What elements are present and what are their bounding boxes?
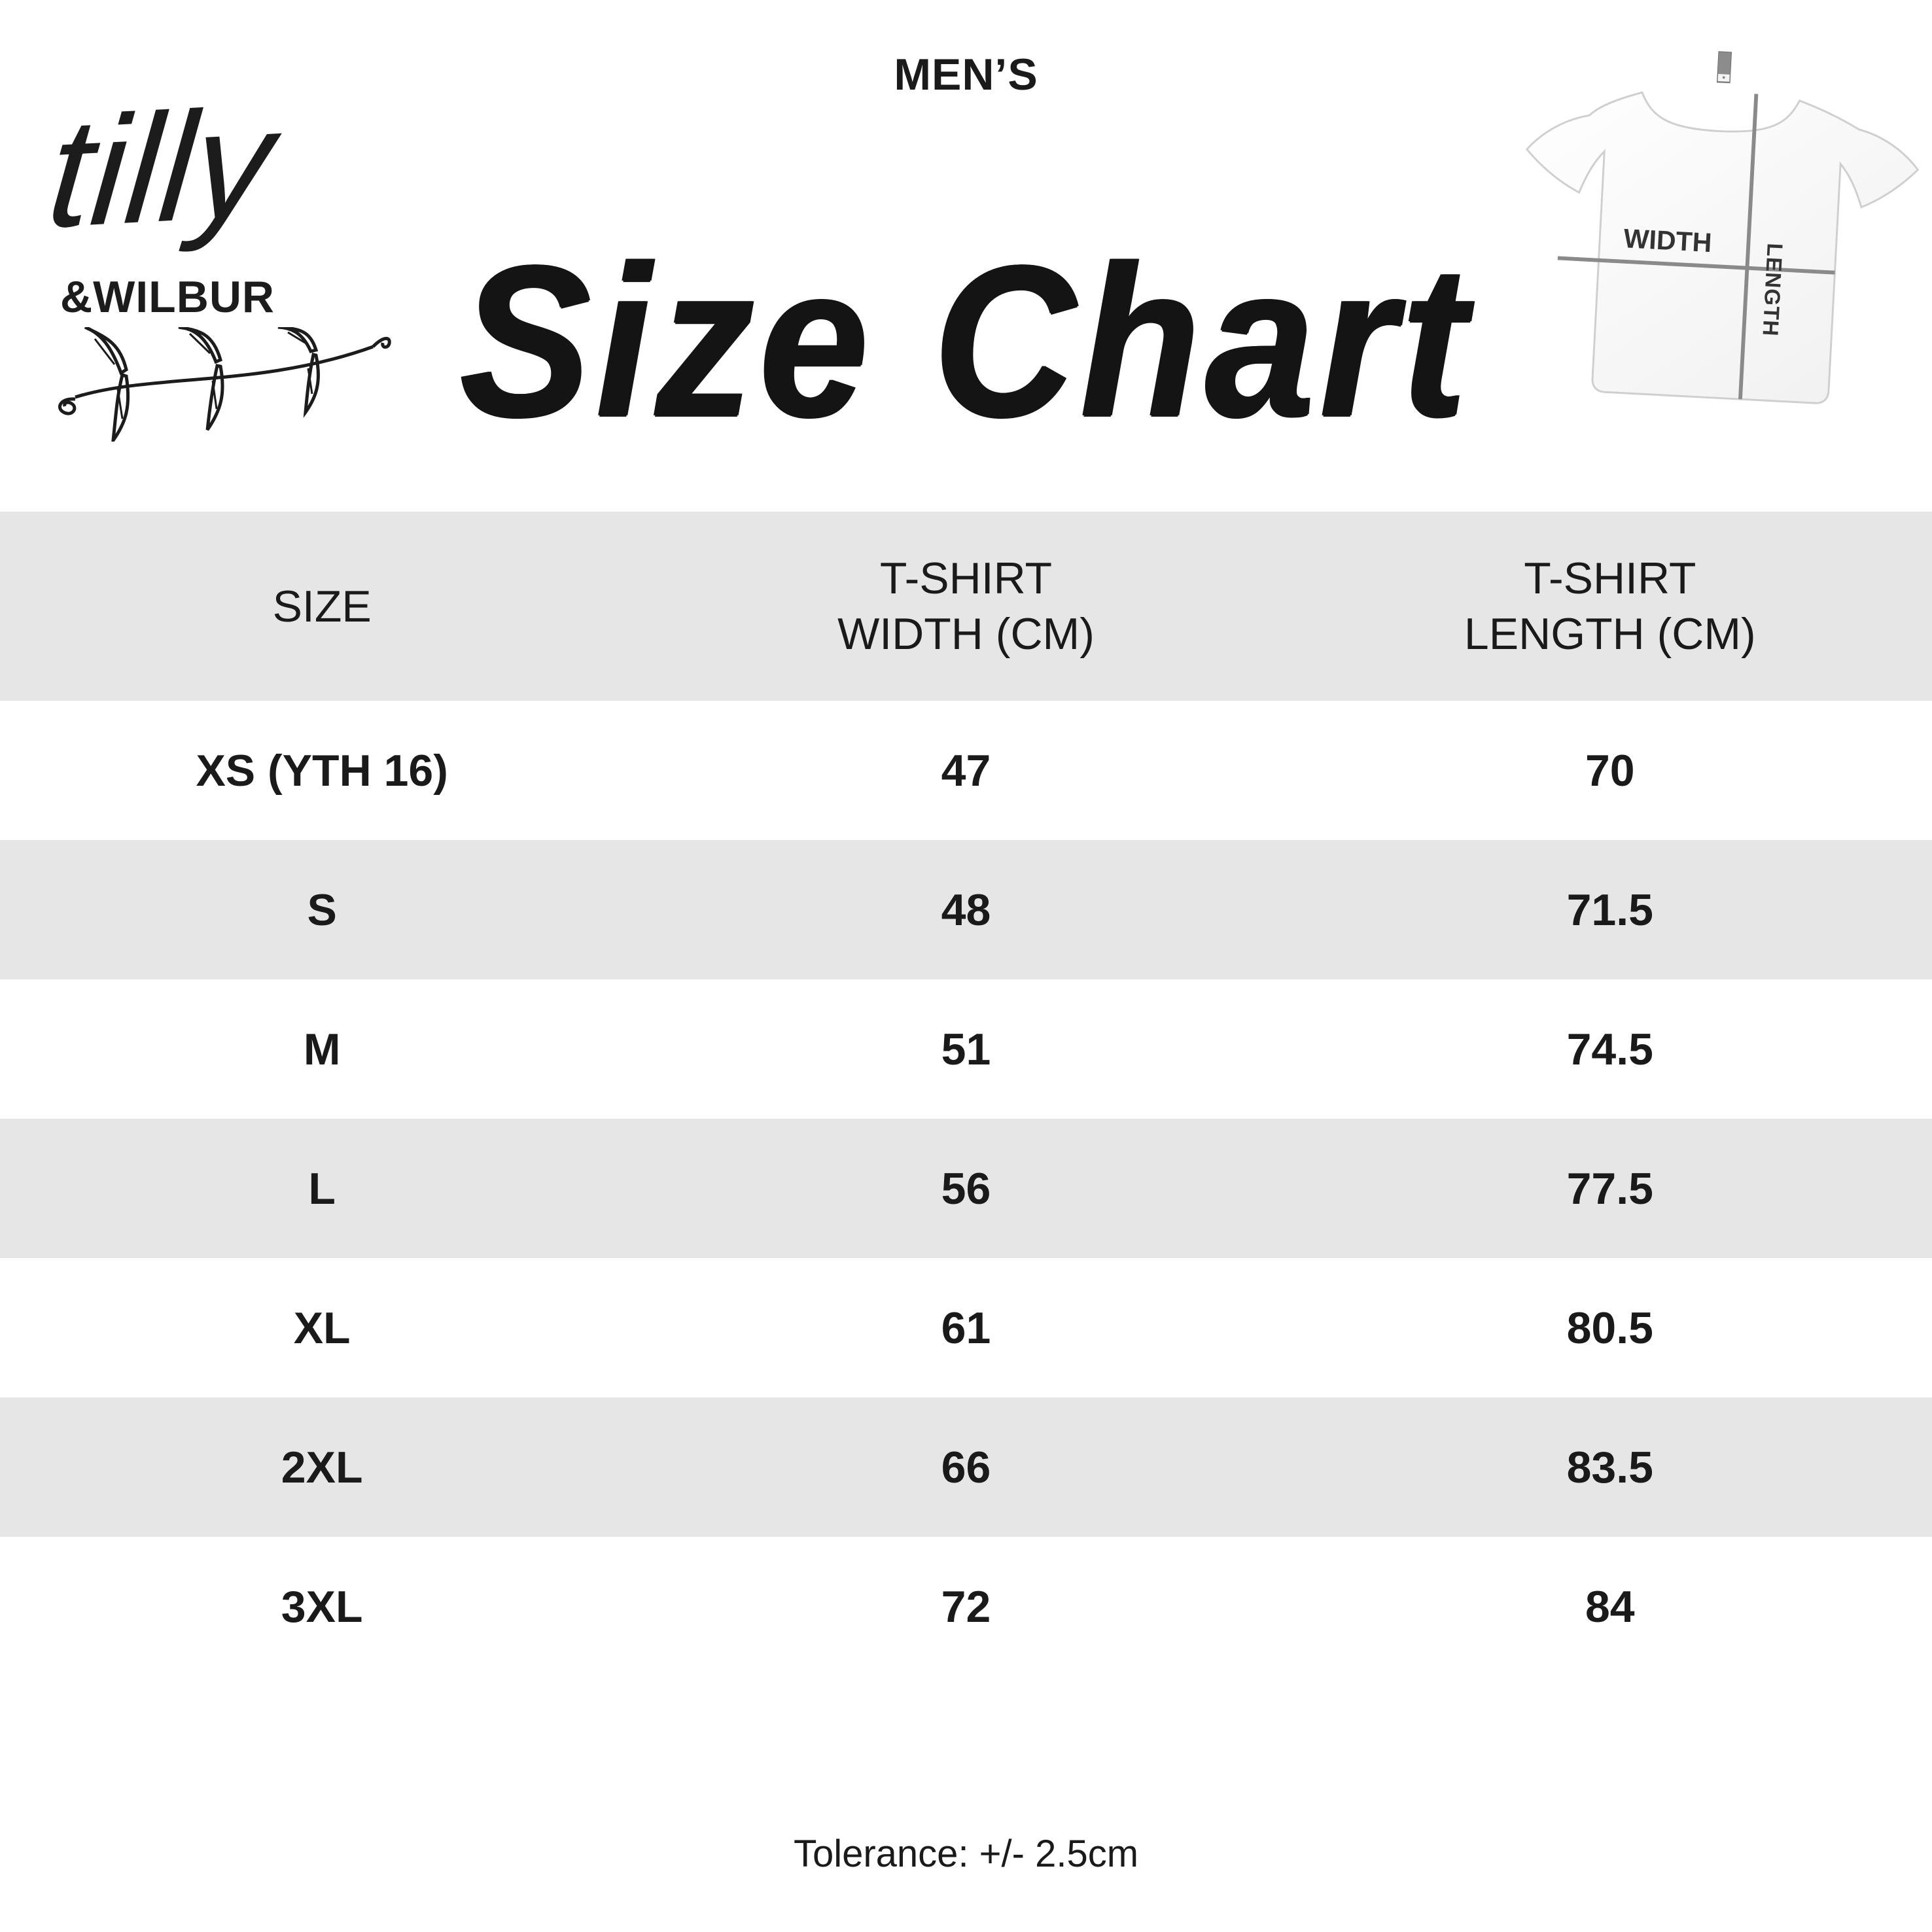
svg-text:LENGTH: LENGTH <box>1757 243 1786 338</box>
svg-text:WIDTH: WIDTH <box>1623 223 1713 258</box>
